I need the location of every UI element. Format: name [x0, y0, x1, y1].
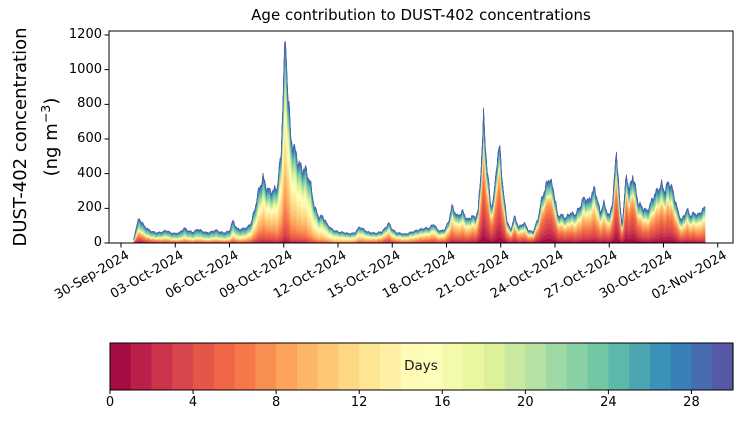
colorbar-tick-label: 12	[350, 395, 368, 410]
colorbar-tick-label: 24	[600, 395, 617, 410]
colorbar-label: Days	[404, 358, 438, 374]
chart-title: Age contribution to DUST-402 concentrati…	[251, 6, 591, 24]
colorbar-tick-label: 20	[517, 395, 534, 410]
colorbar-tick-label: 8	[271, 395, 281, 410]
y-tick-label: 1000	[68, 61, 102, 77]
y-axis-unit-exponent: −3	[38, 104, 53, 124]
colorbar-tick-label: 16	[433, 395, 451, 410]
y-tick-label: 800	[77, 96, 102, 112]
y-tick-label: 200	[77, 200, 102, 216]
colorbar-tick-label: 28	[683, 395, 700, 410]
y-tick-label: 400	[77, 165, 102, 181]
y-axis-label: DUST-402 concentration (ng m−3)	[8, 2, 62, 272]
colorbar-tick-label: 4	[188, 395, 198, 410]
y-tick-label: 0	[93, 235, 102, 250]
y-axis-label-text: DUST-402 concentration	[10, 27, 31, 247]
y-tick-label: 1200	[68, 26, 102, 42]
colorbar-tick-label: 0	[105, 395, 115, 410]
y-tick-label: 600	[77, 130, 102, 146]
